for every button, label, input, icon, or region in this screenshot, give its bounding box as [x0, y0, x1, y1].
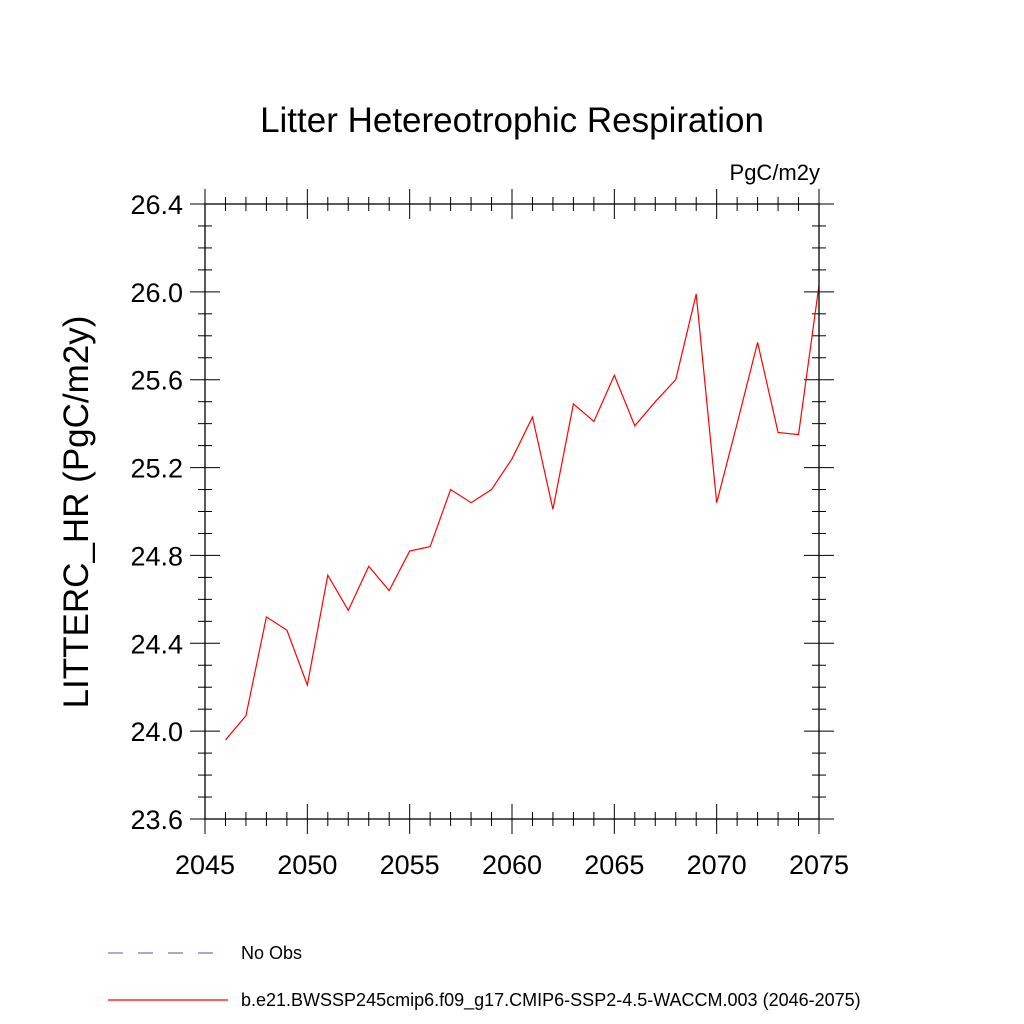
y-tick-label: 26.4 [130, 190, 183, 220]
y-tick-label: 23.6 [130, 805, 183, 835]
x-tick-label: 2070 [687, 850, 747, 880]
x-tick-label: 2065 [584, 850, 644, 880]
y-tick-label: 25.2 [130, 454, 183, 484]
x-tick-label: 2050 [277, 850, 337, 880]
series-layer [225, 285, 820, 741]
y-axis-label: LITTERC_HR (PgC/m2y) [57, 316, 96, 709]
y-tick-label: 26.0 [130, 278, 183, 308]
y-tick-label: 24.8 [130, 541, 183, 571]
legend: No Obs b.e21.BWSSP245cmip6.f09_g17.CMIP6… [108, 943, 861, 1011]
units-label: PgC/m2y [730, 160, 820, 185]
x-tick-labels: 2045 2050 2055 2060 2065 2070 2075 [175, 850, 849, 880]
legend-label-model-run: b.e21.BWSSP245cmip6.f09_g17.CMIP6-SSP2-4… [241, 990, 861, 1011]
x-tick-label: 2060 [482, 850, 542, 880]
y-tick-labels: 23.6 24.0 24.4 24.8 25.2 25.6 26.0 26.4 [130, 190, 183, 835]
y-tick-label: 24.4 [130, 629, 183, 659]
x-tick-label: 2055 [380, 850, 440, 880]
legend-label-no-obs: No Obs [241, 943, 302, 963]
y-tick-label: 25.6 [130, 366, 183, 396]
x-tick-label: 2045 [175, 850, 235, 880]
axis-ticks [190, 189, 834, 834]
y-tick-label: 24.0 [130, 717, 183, 747]
x-tick-label: 2075 [789, 850, 849, 880]
series-line [225, 285, 820, 741]
chart-title: Litter Hetereotrophic Respiration [260, 101, 764, 140]
plot-frame [204, 203, 820, 820]
